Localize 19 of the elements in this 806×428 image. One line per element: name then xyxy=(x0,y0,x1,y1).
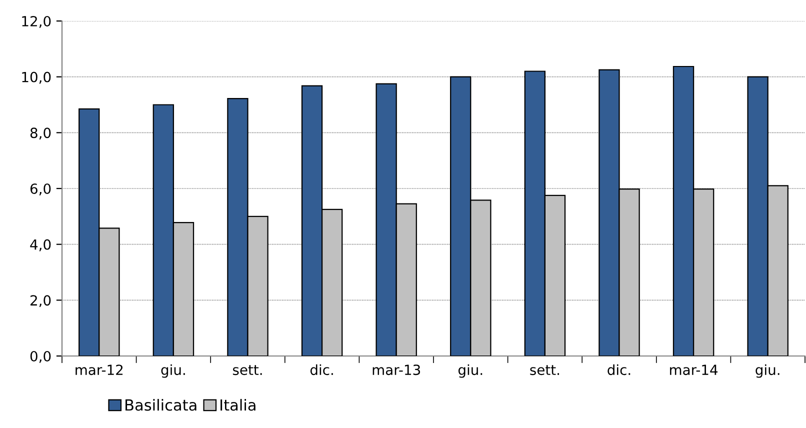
y-tick-label: 4,0 xyxy=(30,239,51,252)
legend-label: Basilicata xyxy=(126,398,196,411)
x-tick-label: giu. xyxy=(161,364,185,378)
y-tick-label: 6,0 xyxy=(30,183,51,196)
x-tick-label: mar-13 xyxy=(372,364,420,376)
y-tick-label: 0,0 xyxy=(30,350,51,363)
x-tick-label: dic. xyxy=(608,364,630,376)
y-tick-label: 8,0 xyxy=(30,128,51,140)
x-tick-label: mar-12 xyxy=(76,364,123,376)
y-tick-label: 2,0 xyxy=(30,295,51,308)
x-tick-label: giu. xyxy=(458,364,482,378)
x-tick-label: sett. xyxy=(530,365,559,376)
x-tick-label: dic. xyxy=(310,364,333,376)
y-tick-label: 12,0 xyxy=(22,16,51,28)
x-tick-label: giu. xyxy=(756,364,780,378)
x-tick-label: mar-14 xyxy=(670,364,718,376)
legend-label: Italia xyxy=(220,398,256,411)
y-tick-label: 10,0 xyxy=(22,72,51,84)
x-tick-label: sett. xyxy=(232,365,262,376)
